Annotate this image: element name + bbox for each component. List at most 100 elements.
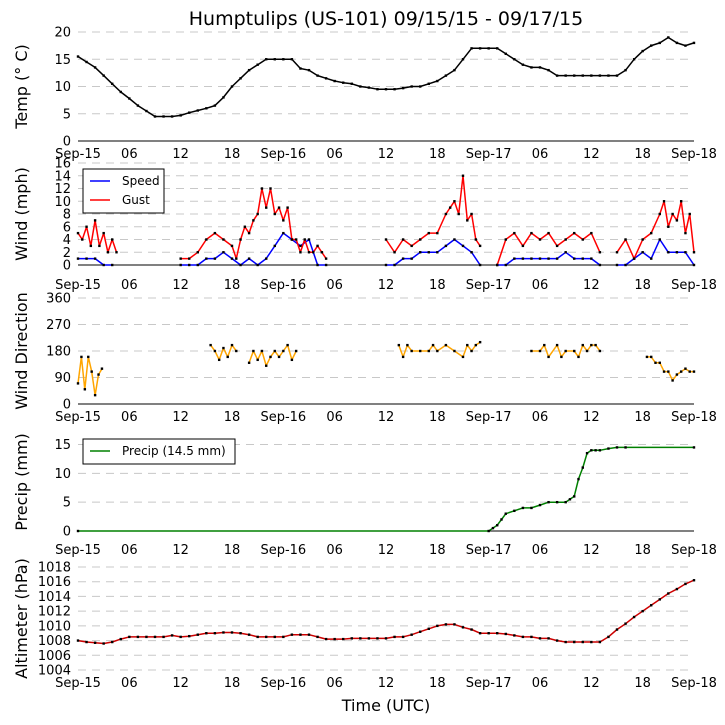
data-point [594, 343, 597, 347]
data-point [179, 257, 182, 260]
legend-label: Precip (14.5 mm) [122, 444, 226, 458]
data-point [102, 74, 105, 77]
data-point [265, 635, 268, 639]
series-line-gust [616, 200, 695, 260]
x-tick-label: 12 [378, 278, 395, 293]
data-point [217, 358, 221, 362]
series-line-speed [180, 232, 327, 266]
x-tick-label: 12 [172, 278, 189, 293]
y-tick-label: 5 [63, 496, 71, 511]
x-tick-label: 18 [224, 147, 241, 162]
data-point [436, 231, 439, 235]
data-point [555, 500, 559, 504]
data-point [504, 263, 507, 267]
legend-label: Speed [122, 174, 160, 188]
data-point [303, 238, 306, 241]
data-point [478, 632, 482, 635]
data-point [324, 637, 328, 641]
data-point [692, 446, 696, 449]
data-point [521, 257, 525, 260]
data-point [324, 77, 328, 80]
x-tick-label: 18 [429, 278, 446, 293]
data-point [196, 633, 199, 636]
x-tick-label: Sep-15 [55, 278, 101, 293]
data-point [496, 47, 499, 50]
data-point [431, 343, 435, 347]
y-tick-label: 6 [63, 220, 71, 235]
data-point [393, 88, 396, 91]
data-point [538, 503, 542, 507]
y-tick-label: 1008 [38, 634, 71, 649]
y-tick-label: 1012 [38, 605, 71, 620]
x-tick-label: 18 [429, 543, 446, 558]
series-line-speed [617, 238, 695, 266]
data-point [667, 592, 670, 595]
data-point [688, 370, 691, 373]
x-tick-label: 18 [429, 676, 446, 691]
data-point [504, 52, 507, 55]
data-point [419, 630, 422, 633]
data-point [410, 257, 413, 260]
data-point [466, 343, 469, 347]
data-point [282, 58, 285, 61]
data-point [269, 355, 272, 359]
series-line-temp [77, 36, 695, 118]
x-tick-label: 18 [634, 147, 651, 162]
data-point [136, 104, 140, 107]
y-tick-label: 0 [63, 398, 71, 413]
data-point [273, 635, 276, 639]
y-axis-label: Wind Direction [12, 292, 31, 410]
data-point [256, 358, 259, 362]
x-tick-label: Sep-15 [55, 410, 101, 425]
data-point [410, 349, 413, 353]
x-tick-label: 06 [532, 278, 549, 293]
data-point [252, 219, 255, 222]
data-point [568, 498, 572, 501]
y-tick-label: 1010 [38, 619, 71, 634]
data-point [427, 349, 430, 353]
data-point [230, 257, 234, 260]
x-tick-label: Sep-18 [671, 676, 717, 691]
data-point [461, 244, 465, 248]
data-point [487, 529, 490, 533]
data-point [547, 500, 550, 504]
data-point [350, 82, 353, 85]
data-point [222, 238, 225, 241]
x-tick-label: 18 [634, 543, 651, 558]
data-point [684, 44, 687, 47]
data-point [521, 506, 525, 510]
data-point [675, 251, 679, 254]
data-point [188, 263, 191, 267]
x-tick-label: Sep-15 [55, 676, 101, 691]
data-point [513, 231, 516, 235]
data-point [684, 251, 687, 254]
data-point [359, 637, 362, 640]
data-point [581, 640, 584, 644]
series-line-speed [386, 238, 481, 266]
x-tick-label: 18 [634, 278, 651, 293]
x-tick-label: 18 [429, 410, 446, 425]
data-point [436, 349, 439, 353]
data-point [119, 90, 122, 94]
data-point [282, 219, 285, 222]
data-point [239, 77, 242, 80]
x-tick-label: 12 [172, 676, 189, 691]
data-point [277, 206, 281, 209]
data-point [573, 349, 576, 353]
data-point [384, 88, 388, 91]
data-point [342, 81, 345, 84]
data-point [564, 74, 567, 77]
data-point [453, 238, 456, 241]
x-tick-label: Sep-16 [260, 278, 306, 293]
data-point [230, 85, 234, 88]
data-point [367, 86, 371, 89]
data-point [650, 257, 653, 260]
data-point [470, 349, 473, 353]
data-point [538, 238, 542, 241]
x-tick-label: 06 [121, 543, 138, 558]
data-point [624, 622, 627, 625]
y-axis-label: Precip (mm) [12, 433, 31, 531]
data-point [444, 623, 448, 626]
data-point [675, 373, 679, 376]
data-point [461, 58, 465, 61]
